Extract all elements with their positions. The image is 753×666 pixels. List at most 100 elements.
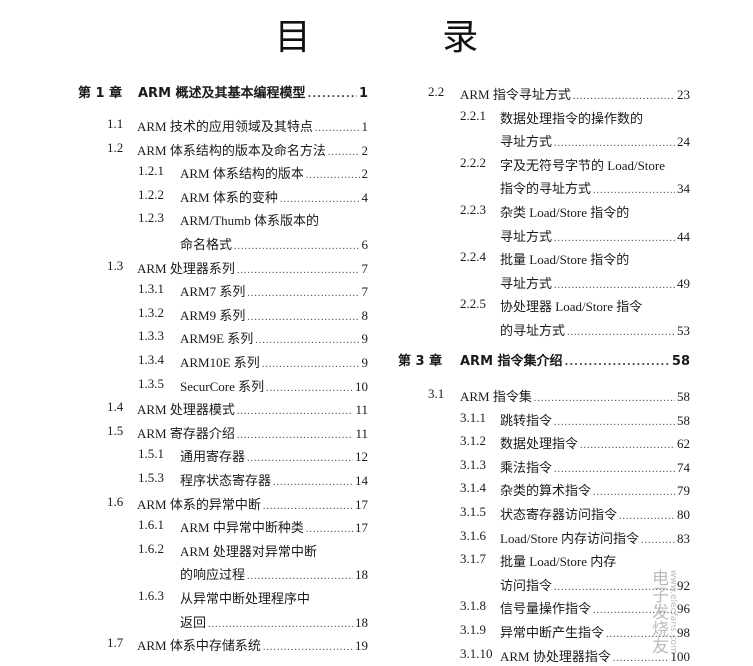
entry-number: 第 3 章 (398, 354, 443, 369)
leader-dots: ........................................… (554, 581, 675, 593)
page-title: 目 录 (274, 17, 539, 58)
entry-title: 从异常中断处理程序中 (180, 591, 311, 606)
leader-dots: ........................................… (314, 123, 360, 134)
entry-page-number: 18 (355, 567, 368, 583)
entry-page-number: 58 (677, 389, 690, 404)
entry-page-number: 8 (361, 307, 369, 323)
entry-page-number: 2 (361, 142, 369, 158)
entry-title: ARM 体系的变种 (180, 189, 278, 205)
entry-title: SecurCore 系列 (180, 378, 265, 394)
entry-number: 1.3.2 (138, 304, 164, 320)
entry-number: 3.1.10 (460, 645, 493, 661)
entry-page-number: 7 (361, 284, 369, 300)
entry-number: 3.1.5 (460, 504, 486, 519)
entry-page-number: 79 (677, 483, 690, 499)
entry-page-number: 98 (677, 625, 690, 640)
entry-number: 3.1.7 (460, 551, 486, 567)
entry-number: 3.1.9 (460, 622, 486, 637)
leader-dots: ........................................… (266, 382, 353, 394)
entry-number: 2.2.4 (460, 249, 486, 265)
entry-page-number: 83 (677, 530, 690, 546)
entry-number: 1.5.3 (138, 470, 164, 485)
leader-dots: ........................................… (234, 241, 359, 252)
entry-number: 第 1 章 (78, 86, 123, 101)
leader-dots: ........................................… (554, 463, 675, 475)
entry-page-number: 6 (361, 237, 369, 252)
entry-page-number: 100 (670, 648, 691, 664)
entry-page-number: 24 (677, 134, 690, 150)
entry-page-number: 9 (361, 355, 369, 370)
entry-title: ARM 技术的应用领域及其特点 (137, 119, 313, 134)
entry-title: ARM7 系列 (180, 284, 246, 300)
entry-title: 通用寄存器 (180, 449, 246, 465)
entry-number: 2.2.3 (460, 202, 486, 217)
entry-page-number: 7 (361, 260, 369, 276)
entry-number: 1.5.1 (138, 446, 164, 462)
entry-page-number: 58 (677, 412, 690, 428)
entry-page-number: 17 (355, 496, 368, 512)
entry-page-number: 53 (677, 323, 690, 338)
entry-number: 1.2 (107, 139, 124, 155)
entry-page-number: 34 (677, 181, 690, 197)
entry-number: 1.3.1 (138, 281, 164, 297)
leader-dots: ........................................… (554, 279, 675, 291)
entry-title: 寻址方式 (500, 228, 553, 244)
leader-dots: ........................................… (641, 534, 675, 546)
entry-title: 杂类 Load/Store 指令的 (500, 205, 630, 220)
entry-number: 1.3 (107, 257, 124, 273)
leader-dots: ........................................… (261, 359, 360, 370)
entry-title: 批量 Load/Store 指令的 (500, 252, 630, 268)
entry-title: 数据处理指令 (500, 436, 579, 452)
leader-dots: ........................................… (255, 335, 360, 347)
watermark: 电子发烧友 www.elecfans.com (648, 569, 745, 654)
leader-dots: ........................................… (533, 393, 675, 404)
leader-dots: ........................................… (327, 146, 360, 158)
entry-title: ARM 处理器系列 (137, 260, 235, 276)
entry-number: 2.2.1 (460, 107, 486, 123)
entry-page-number: 14 (355, 473, 368, 488)
entry-number: 2.2 (428, 84, 445, 99)
leader-dots: ........................................… (554, 138, 675, 150)
entry-title: 命名格式 (180, 237, 233, 252)
entry-title: Load/Store 内存访问指令 (500, 530, 640, 546)
leader-dots: ........................................… (247, 453, 353, 465)
entry-page-number: 58 (671, 354, 690, 369)
entry-title: 状态寄存器访问指令 (500, 507, 618, 522)
entry-page-number: 18 (355, 614, 368, 630)
entry-page-number: 19 (355, 638, 368, 654)
entry-number: 1.2.3 (138, 210, 164, 226)
entry-page-number: 1 (358, 86, 368, 101)
entry-page-number: 1 (361, 119, 369, 134)
entry-title: 返回 (180, 614, 207, 630)
entry-title: ARM 指令寻址方式 (460, 87, 571, 102)
entry-number: 1.7 (107, 635, 124, 651)
entry-number: 1.6.2 (138, 540, 164, 556)
entry-page-number: 12 (355, 449, 368, 465)
leader-dots: ........................................… (305, 170, 360, 182)
entry-number: 1.3.5 (138, 375, 164, 391)
entry-page-number: 62 (677, 436, 690, 452)
leader-dots: ........................................… (307, 89, 357, 100)
entry-number: 1.3.3 (138, 328, 164, 344)
entry-number: 1.1 (107, 116, 124, 131)
leader-dots: ........................................… (273, 477, 353, 488)
leader-dots: ........................................… (612, 652, 669, 664)
entry-title: 寻址方式 (500, 275, 553, 291)
entry-page-number: 96 (677, 601, 690, 617)
leader-dots: ........................................… (279, 193, 360, 205)
entry-page-number: 74 (677, 459, 690, 475)
leader-dots: ........................................… (564, 357, 670, 368)
leader-dots: ........................................… (236, 429, 354, 441)
entry-title: ARM10E 系列 (180, 355, 260, 370)
entry-page-number: 11 (355, 425, 368, 441)
leader-dots: ........................................… (554, 232, 675, 244)
leader-dots: ........................................… (593, 487, 675, 499)
entry-title: 杂类的算术指令 (500, 483, 592, 499)
entry-title: 批量 Load/Store 内存 (500, 554, 617, 570)
leader-dots: ........................................… (247, 288, 360, 300)
entry-page-number: 10 (355, 378, 368, 394)
entry-title: 数据处理指令的操作数的 (500, 110, 644, 126)
entry-title: ARM/Thumb 体系版本的 (180, 213, 320, 229)
leader-dots: ........................................… (236, 406, 354, 418)
entry-page-number: 4 (361, 189, 369, 205)
